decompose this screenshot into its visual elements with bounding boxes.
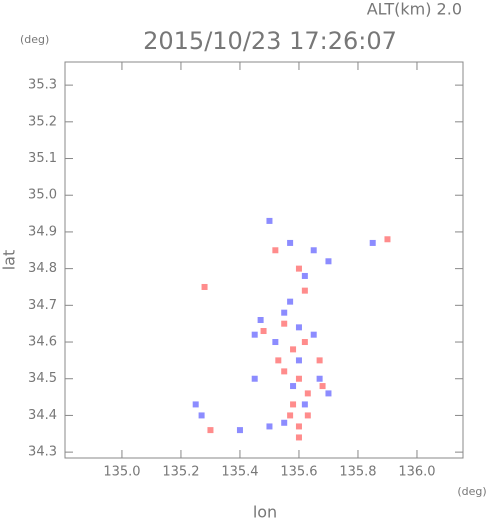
echo-point (198, 412, 205, 419)
x-tick-label: 135.8 (339, 465, 376, 480)
chart-title: 2015/10/23 17:26:07 (143, 27, 397, 55)
echo-point (295, 423, 302, 430)
echo-point (301, 401, 308, 408)
echo-point (192, 401, 199, 408)
echo-point (201, 283, 208, 290)
echo-point (275, 357, 282, 364)
echo-point (295, 434, 302, 441)
echo-point (251, 375, 258, 382)
y-tick-label: 35.2 (28, 114, 57, 129)
y-tick-label: 34.3 (28, 445, 57, 460)
x-unit: (deg) (457, 485, 486, 498)
echo-point (281, 419, 288, 426)
echo-point (304, 390, 311, 397)
echo-point (287, 298, 294, 305)
y-tick-label: 35.1 (28, 151, 57, 166)
echo-point (295, 375, 302, 382)
x-tick-label: 135.4 (221, 465, 258, 480)
echo-point (266, 217, 273, 224)
echo-point (384, 236, 391, 243)
y-tick-label: 34.8 (28, 261, 57, 276)
echo-point (287, 412, 294, 419)
echo-point (301, 272, 308, 279)
echo-point (295, 265, 302, 272)
echo-point (281, 368, 288, 375)
echo-point (301, 339, 308, 346)
x-tick-label: 135.2 (162, 465, 199, 480)
echo-point (316, 357, 323, 364)
echo-point (369, 239, 376, 246)
y-tick-label: 34.7 (28, 298, 57, 313)
echo-point (207, 427, 214, 434)
y-tick-label: 34.5 (28, 371, 57, 386)
echo-point (304, 412, 311, 419)
x-tick-label: 135.0 (103, 465, 140, 480)
echo-point (290, 346, 297, 353)
echo-point (257, 317, 264, 324)
x-label: lon (253, 503, 277, 521)
echo-point (325, 258, 332, 265)
echo-point (301, 287, 308, 294)
x-tick-label: 136.0 (398, 465, 435, 480)
echo-point (287, 239, 294, 246)
altitude-label: ALT(km) 2.0 (367, 0, 462, 19)
plot-frame (64, 61, 464, 459)
echo-point (310, 331, 317, 338)
echo-point (310, 247, 317, 254)
echo-point (319, 383, 326, 390)
y-tick-label: 34.4 (28, 408, 57, 423)
echo-point (316, 375, 323, 382)
echo-point (295, 357, 302, 364)
y-tick-label: 34.9 (28, 224, 57, 239)
y-tick-label: 35.3 (28, 78, 57, 93)
echo-point (272, 339, 279, 346)
echo-point (236, 427, 243, 434)
echo-point (281, 309, 288, 316)
echo-point (325, 390, 332, 397)
echo-point (295, 324, 302, 331)
echo-point (290, 383, 297, 390)
echo-point (281, 320, 288, 327)
y-tick-label: 34.6 (28, 335, 57, 350)
echo-point (290, 401, 297, 408)
echo-point (251, 331, 258, 338)
y-label: lat (0, 250, 19, 271)
echo-point (272, 247, 279, 254)
y-unit: (deg) (20, 33, 49, 46)
echo-point (266, 423, 273, 430)
y-tick-label: 35.0 (28, 188, 57, 203)
echo-point (260, 328, 267, 335)
x-tick-label: 135.6 (280, 465, 317, 480)
